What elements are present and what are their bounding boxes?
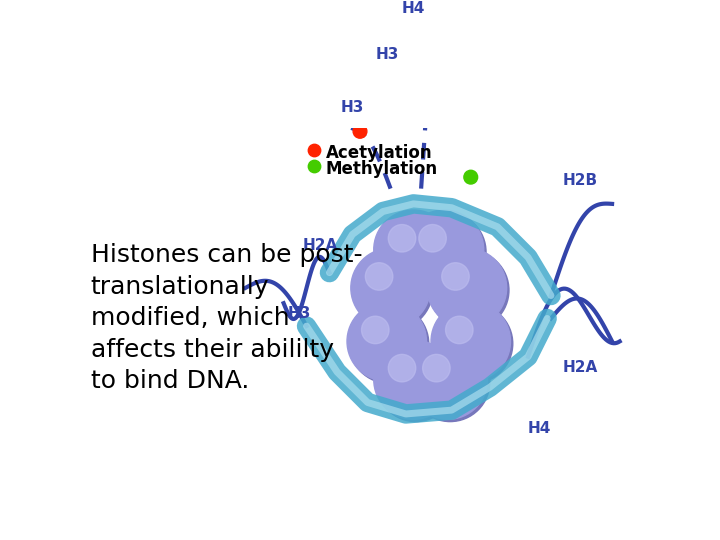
Circle shape (349, 304, 428, 383)
Circle shape (430, 52, 444, 66)
Text: Histones can be post-
translationally
modified, which
affects their abililty
to : Histones can be post- translationally mo… (91, 243, 362, 394)
Circle shape (437, 33, 451, 46)
Text: H2B: H2B (562, 173, 598, 188)
Circle shape (372, 102, 386, 115)
Circle shape (353, 124, 367, 138)
Circle shape (376, 212, 456, 292)
Circle shape (407, 212, 486, 292)
Circle shape (427, 248, 507, 328)
Circle shape (430, 251, 509, 330)
Circle shape (405, 210, 484, 289)
Circle shape (388, 354, 415, 382)
Circle shape (347, 302, 426, 381)
Text: H2A: H2A (562, 360, 598, 375)
Circle shape (464, 170, 477, 184)
Circle shape (442, 262, 469, 290)
Circle shape (376, 342, 456, 422)
Text: H3: H3 (341, 100, 364, 115)
Circle shape (419, 225, 446, 252)
Circle shape (446, 316, 473, 343)
Circle shape (388, 225, 415, 252)
Text: H2A: H2A (302, 238, 338, 253)
Circle shape (423, 354, 450, 382)
Text: H3: H3 (375, 47, 399, 62)
Circle shape (431, 302, 510, 381)
Circle shape (374, 210, 453, 289)
Circle shape (422, 6, 436, 20)
Point (308, 161, 320, 170)
Text: H3: H3 (287, 307, 311, 321)
Text: Methylation: Methylation (325, 160, 438, 178)
Point (308, 146, 320, 155)
Circle shape (410, 342, 490, 422)
Circle shape (408, 340, 487, 419)
Text: Acetylation: Acetylation (325, 145, 432, 163)
Circle shape (361, 316, 389, 343)
Circle shape (433, 304, 513, 383)
Circle shape (374, 340, 453, 419)
Circle shape (365, 262, 393, 290)
Text: H4: H4 (528, 421, 552, 436)
Text: H4: H4 (402, 1, 426, 16)
Circle shape (353, 251, 433, 330)
Circle shape (351, 248, 431, 328)
Circle shape (391, 75, 405, 89)
